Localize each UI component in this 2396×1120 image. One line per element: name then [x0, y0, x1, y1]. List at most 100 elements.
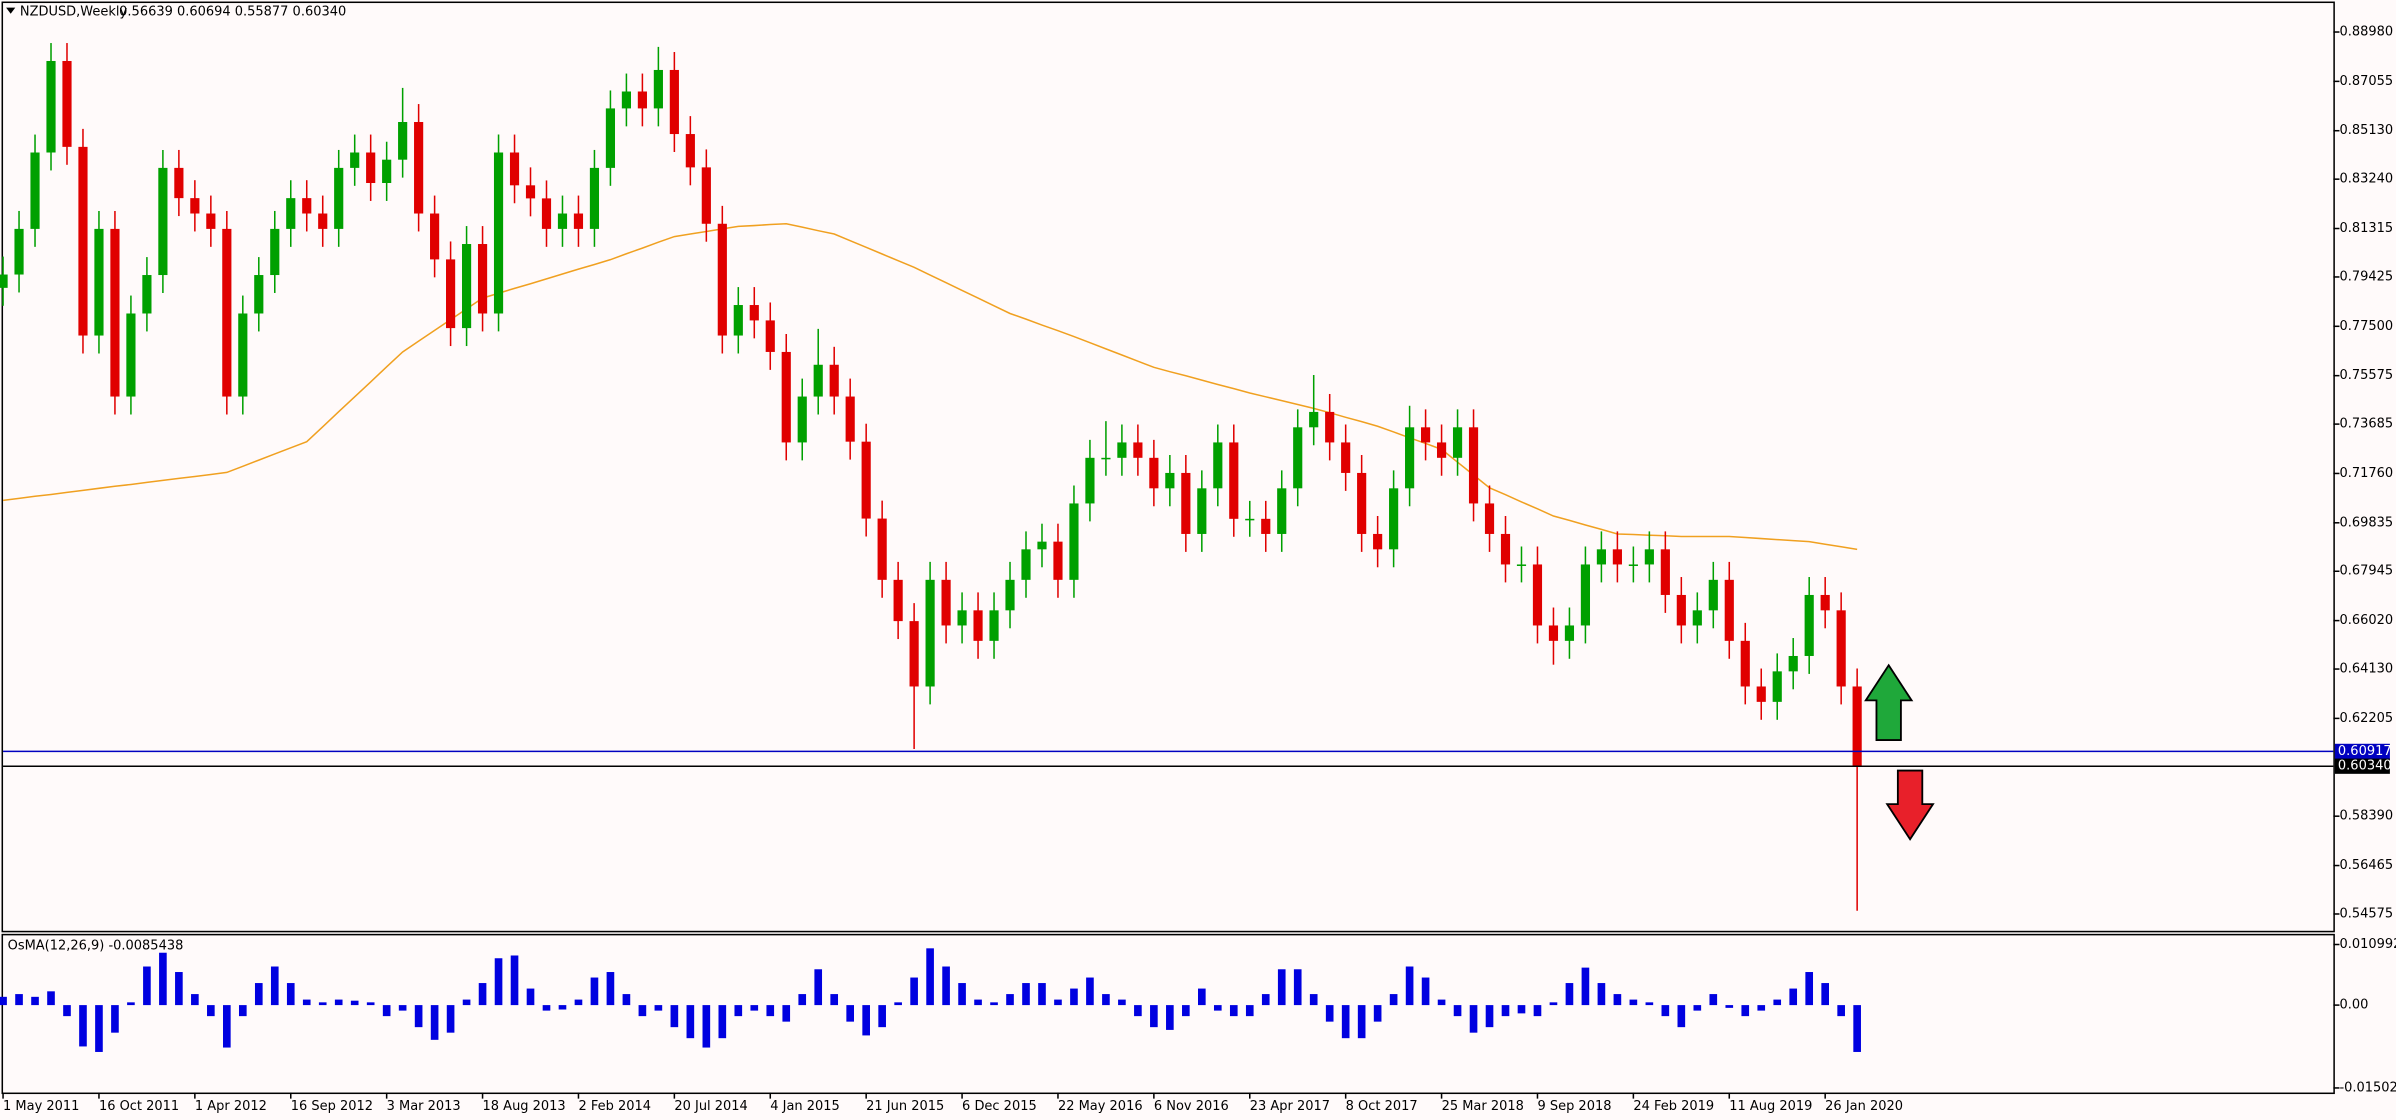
histogram-bar [494, 958, 503, 1006]
histogram-bar [1309, 994, 1318, 1006]
histogram-bar [510, 955, 519, 1006]
histogram-bar [414, 1005, 423, 1028]
candle-body [701, 167, 711, 224]
price-label-bg [2334, 743, 2390, 760]
candle-body [78, 146, 88, 336]
y-tick-label: 0.73685 [2339, 417, 2393, 432]
y-tick-label: 0.69835 [2339, 515, 2393, 530]
histogram-bar [238, 1005, 247, 1017]
y-tick-label: 0.79425 [2339, 269, 2393, 284]
y-tick-label: 0.54575 [2339, 906, 2393, 921]
candle-body [1596, 549, 1606, 565]
candle-body [1708, 579, 1718, 611]
candle-body [829, 364, 839, 397]
candle-body [190, 198, 200, 214]
histogram-bar [1038, 983, 1046, 1006]
candle-body [1085, 457, 1095, 504]
ohlc: 0.56639 0.60694 0.55877 0.60340 [119, 5, 346, 20]
candle-body [781, 351, 791, 443]
candle-body [1484, 503, 1495, 534]
candle-body [430, 213, 440, 260]
candle-body [509, 152, 520, 186]
candle-body [573, 213, 584, 229]
candle-body [1341, 442, 1351, 473]
histogram-bar [990, 1002, 998, 1006]
histogram-bar [1741, 1005, 1750, 1017]
histogram-bar [1581, 967, 1590, 1006]
candle-body [174, 167, 184, 199]
histogram-bar [1213, 1005, 1222, 1011]
histogram-bar [830, 994, 839, 1006]
candle-body [1612, 549, 1622, 565]
y-tick-label: 0.71760 [2339, 466, 2393, 481]
histogram-bar [1661, 1005, 1670, 1017]
candle-body [1357, 472, 1367, 534]
candle-body [1133, 442, 1143, 458]
candle-body [14, 228, 24, 275]
candle-body [1516, 564, 1527, 566]
candle-body [286, 198, 296, 229]
histogram-bar [942, 966, 950, 1006]
histogram-bar [1613, 994, 1622, 1006]
histogram-bar [1437, 999, 1446, 1006]
histogram-bar [1837, 1005, 1845, 1017]
histogram-bar [63, 1005, 71, 1017]
indicator-title: OsMA(12,26,9) -0.0085438 [8, 939, 184, 954]
candle-body [1149, 457, 1159, 489]
candle-body [1021, 549, 1031, 580]
candle-body [1436, 442, 1447, 458]
candle-body [797, 396, 807, 443]
histogram-bar [1789, 988, 1798, 1006]
y-tick-label: 0.75575 [2339, 368, 2393, 383]
histogram-bar [127, 1002, 135, 1006]
candle-body [1037, 541, 1047, 550]
histogram-bar [1677, 1005, 1686, 1028]
x-tick-label: 22 May 2016 [1058, 1099, 1143, 1114]
x-tick-label: 21 Jun 2015 [866, 1099, 944, 1114]
candle-body [94, 228, 104, 336]
histogram-bar [750, 1005, 759, 1011]
candle-body [1580, 564, 1591, 626]
main-panel [1, 1, 2335, 933]
histogram-bar [606, 972, 615, 1006]
histogram-bar [270, 966, 279, 1006]
histogram-bar [191, 994, 199, 1006]
histogram-bar [910, 977, 918, 1006]
candle-body [1500, 533, 1511, 565]
histogram-bar [462, 999, 471, 1006]
histogram-bar [1086, 977, 1094, 1006]
candle-body [1644, 549, 1654, 565]
candle-body [142, 275, 152, 314]
candle-body [62, 60, 72, 147]
histogram-bar [798, 994, 807, 1006]
x-tick-label: 6 Nov 2016 [1154, 1099, 1229, 1114]
histogram-bar [398, 1005, 407, 1011]
histogram-bar [1118, 999, 1126, 1006]
histogram-bar [31, 996, 39, 1006]
y-tick-label: 0.85130 [2339, 123, 2393, 138]
menu-arrow[interactable] [6, 7, 16, 14]
candle-body [1053, 541, 1063, 580]
candle-body [685, 134, 695, 168]
candle-body [669, 69, 679, 135]
histogram-bar [1485, 1005, 1494, 1028]
candle-body [941, 579, 951, 626]
histogram-bar [846, 1005, 855, 1022]
candle-body [1325, 411, 1335, 443]
histogram-bar [1693, 1005, 1702, 1011]
histogram-bar [814, 969, 823, 1006]
candle-body [1852, 686, 1862, 767]
candle-body [366, 152, 376, 184]
x-tick-label: 1 Apr 2012 [195, 1099, 267, 1114]
histogram-bar [350, 1000, 359, 1006]
histogram-bar [1805, 972, 1814, 1006]
x-tick-label: 26 Jan 2020 [1825, 1099, 1903, 1114]
histogram-bar [1821, 983, 1829, 1006]
candle-body [493, 152, 504, 314]
histogram-bar [766, 1005, 775, 1017]
candle-body [382, 159, 392, 184]
candle-body [765, 320, 775, 352]
candle-body [877, 518, 887, 580]
histogram-bar [1373, 1005, 1382, 1022]
